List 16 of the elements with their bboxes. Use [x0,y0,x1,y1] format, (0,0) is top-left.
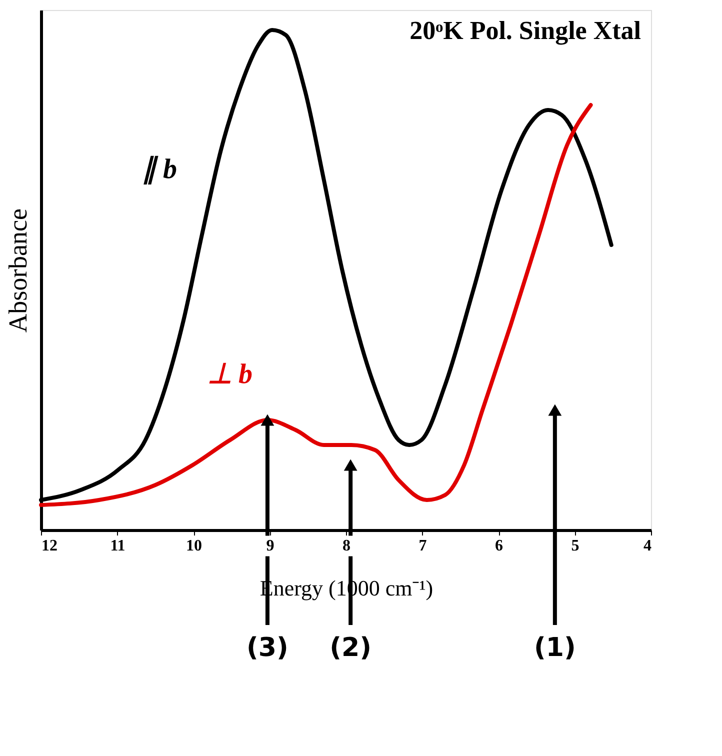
x-tick-label: 9 [266,538,274,554]
x-tick-label: 7 [418,538,427,554]
x-tick-label: 8 [342,538,350,554]
x-tick-label: 12 [42,538,58,554]
y-axis-title: Absorbance [4,208,32,333]
chart-title: 20ᵒK Pol. Single Xtal [410,16,641,45]
series-label: ⊥ b [207,359,252,390]
x-tick-label: 4 [644,538,652,554]
x-tick-label: 5 [571,538,580,554]
series-label: ∥ b [142,154,178,185]
x-tick-label: 6 [495,538,503,554]
annotation: (3) [246,633,288,663]
x-tick-label: 11 [110,538,126,554]
annotation: (1) [534,633,576,663]
annotation: (2) [330,633,372,663]
x-tick-label: 10 [186,538,202,554]
